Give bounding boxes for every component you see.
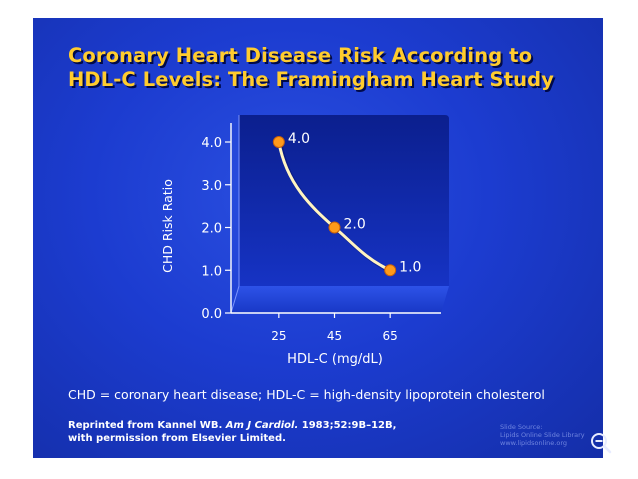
data-point (328, 221, 341, 234)
slide-title: Coronary Heart Disease Risk According to… (68, 44, 588, 92)
x-tick-label: 45 (327, 329, 342, 343)
y-tick-label: 2.0 (201, 222, 222, 237)
x-tick-label: 25 (271, 329, 286, 343)
abbreviation-footnote: CHD = coronary heart disease; HDL-C = hi… (68, 387, 545, 402)
y-tick-label: 1.0 (201, 264, 222, 279)
reprint-citation: Reprinted from Kannel WB. Am J Cardiol. … (68, 419, 396, 445)
reprint-suffix: 1983;52:9B–12B, (298, 420, 397, 431)
data-point (272, 136, 285, 148)
x-axis-label: HDL-C (mg/dL) (287, 352, 383, 367)
source-line-1: Slide Source: (500, 423, 543, 431)
source-line-2: Lipids Online Slide Library (500, 431, 585, 439)
plot-floor-edge (230, 285, 240, 314)
y-tick-label: 3.0 (201, 179, 222, 194)
reprint-permission: with permission from Elsevier Limited. (68, 433, 286, 444)
magnifier-minus-icon[interactable] (589, 431, 613, 455)
plot-floor (231, 286, 449, 313)
slide-source: Slide Source: Lipids Online Slide Librar… (500, 423, 585, 447)
data-label: 2.0 (344, 217, 366, 233)
data-point (384, 264, 397, 277)
plot-back-wall (239, 115, 449, 286)
y-tick-label: 4.0 (201, 136, 222, 151)
y-tick-label: 0.0 (201, 307, 222, 322)
title-line-2: HDL-C Levels: The Framingham Heart Study (68, 68, 554, 91)
data-label: 4.0 (288, 131, 310, 147)
x-tick-label: 65 (383, 329, 398, 343)
y-axis-label: CHD Risk Ratio (160, 179, 175, 273)
reprint-journal: Am J Cardiol. (225, 420, 299, 431)
slide: Coronary Heart Disease Risk According to… (33, 18, 612, 458)
reprint-prefix: Reprinted from Kannel WB. (68, 420, 226, 431)
title-line-1: Coronary Heart Disease Risk According to (68, 44, 533, 67)
source-line-3: www.lipidsonline.org (500, 439, 568, 447)
data-label: 1.0 (399, 259, 421, 275)
